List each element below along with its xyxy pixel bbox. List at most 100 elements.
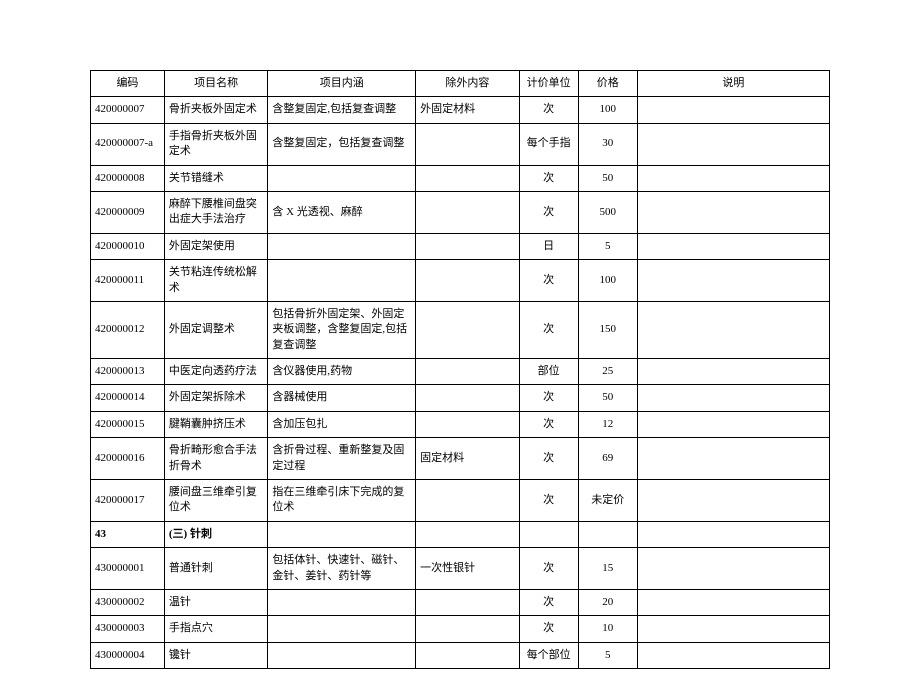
cell-unit: 次 [519, 548, 578, 590]
cell-code: 420000009 [91, 191, 165, 233]
cell-name: 关节错缝术 [164, 165, 267, 191]
cell-content: 含整复固定,包括复查调整 [268, 97, 416, 123]
table-body: 420000007骨折夹板外固定术含整复固定,包括复查调整外固定材料次10042… [91, 97, 830, 669]
table-row: 420000016骨折畸形愈合手法折骨术含折骨过程、重新整复及固定过程固定材料次… [91, 438, 830, 480]
cell-desc [637, 97, 829, 123]
cell-exclude [416, 260, 519, 302]
cell-exclude [416, 411, 519, 437]
cell-code: 420000015 [91, 411, 165, 437]
header-desc: 说明 [637, 71, 829, 97]
cell-content: 含加压包扎 [268, 411, 416, 437]
cell-content [268, 165, 416, 191]
table-row: 420000017腰间盘三维牵引复位术指在三维牵引床下完成的复位术次未定价 [91, 480, 830, 522]
header-price: 价格 [578, 71, 637, 97]
cell-exclude: 固定材料 [416, 438, 519, 480]
cell-name: 腱鞘囊肿挤压术 [164, 411, 267, 437]
cell-unit: 部位 [519, 359, 578, 385]
cell-exclude [416, 589, 519, 615]
header-code: 编码 [91, 71, 165, 97]
table-row: 420000008关节错缝术次50 [91, 165, 830, 191]
table-row: 430000004镵针 每个部位5 [91, 642, 830, 668]
cell-code: 420000014 [91, 385, 165, 411]
cell-code: 430000002 [91, 589, 165, 615]
cell-content: 含仪器使用,药物 [268, 359, 416, 385]
cell-code: 420000013 [91, 359, 165, 385]
cell-desc [637, 521, 829, 547]
table-row: 43(三) 针刺 [91, 521, 830, 547]
cell-name: 麻醉下腰椎间盘突出症大手法治疗 [164, 191, 267, 233]
cell-content: 包括骨折外固定架、外固定夹板调整，含整复固定,包括复查调整 [268, 301, 416, 358]
cell-name: 外固定调整术 [164, 301, 267, 358]
cell-name: 骨折夹板外固定术 [164, 97, 267, 123]
cell-name: 中医定向透药疗法 [164, 359, 267, 385]
table-row: 420000012外固定调整术包括骨折外固定架、外固定夹板调整，含整复固定,包括… [91, 301, 830, 358]
cell-exclude [416, 642, 519, 668]
cell-unit: 次 [519, 165, 578, 191]
cell-desc [637, 233, 829, 259]
header-name: 项目名称 [164, 71, 267, 97]
cell-name: 外固定架使用 [164, 233, 267, 259]
table-row: 430000002温针次20 [91, 589, 830, 615]
cell-name: 镵针 [164, 642, 267, 668]
cell-content [268, 233, 416, 259]
cell-exclude [416, 233, 519, 259]
cell-name: 腰间盘三维牵引复位术 [164, 480, 267, 522]
cell-code: 420000012 [91, 301, 165, 358]
cell-unit: 每个部位 [519, 642, 578, 668]
cell-code: 430000004 [91, 642, 165, 668]
cell-price: 12 [578, 411, 637, 437]
cell-unit: 次 [519, 616, 578, 642]
table-row: 420000007骨折夹板外固定术含整复固定,包括复查调整外固定材料次100 [91, 97, 830, 123]
cell-content [268, 260, 416, 302]
cell-code: 430000001 [91, 548, 165, 590]
cell-exclude [416, 480, 519, 522]
cell-content: 指在三维牵引床下完成的复位术 [268, 480, 416, 522]
cell-name: 普通针刺 [164, 548, 267, 590]
cell-content: 含折骨过程、重新整复及固定过程 [268, 438, 416, 480]
cell-unit: 次 [519, 480, 578, 522]
cell-desc [637, 589, 829, 615]
cell-name: 手指点穴 [164, 616, 267, 642]
cell-exclude [416, 359, 519, 385]
cell-unit: 次 [519, 438, 578, 480]
cell-name: 温针 [164, 589, 267, 615]
cell-content: 含器械使用 [268, 385, 416, 411]
cell-price: 15 [578, 548, 637, 590]
cell-content [268, 616, 416, 642]
cell-code: 420000016 [91, 438, 165, 480]
cell-price: 5 [578, 642, 637, 668]
cell-price: 20 [578, 589, 637, 615]
table-row: 430000003手指点穴 次10 [91, 616, 830, 642]
cell-exclude [416, 165, 519, 191]
cell-exclude: 一次性银针 [416, 548, 519, 590]
table-row: 420000010外固定架使用日5 [91, 233, 830, 259]
cell-desc [637, 301, 829, 358]
cell-price: 10 [578, 616, 637, 642]
cell-name: 外固定架拆除术 [164, 385, 267, 411]
cell-unit: 日 [519, 233, 578, 259]
cell-unit [519, 521, 578, 547]
cell-desc [637, 616, 829, 642]
cell-code: 430000003 [91, 616, 165, 642]
cell-price: 未定价 [578, 480, 637, 522]
cell-name: 关节粘连传统松解术 [164, 260, 267, 302]
cell-exclude [416, 191, 519, 233]
cell-content: 包括体针、快速针、磁针、金针、姜针、药针等 [268, 548, 416, 590]
cell-code: 420000007-a [91, 123, 165, 165]
cell-exclude [416, 123, 519, 165]
price-table: 编码 项目名称 项目内涵 除外内容 计价单位 价格 说明 420000007骨折… [90, 70, 830, 669]
cell-desc [637, 260, 829, 302]
header-exclude: 除外内容 [416, 71, 519, 97]
cell-unit: 次 [519, 191, 578, 233]
cell-desc [637, 642, 829, 668]
cell-unit: 次 [519, 385, 578, 411]
table-row: 420000009麻醉下腰椎间盘突出症大手法治疗含 X 光透视、麻醉次500 [91, 191, 830, 233]
cell-content [268, 589, 416, 615]
cell-content [268, 521, 416, 547]
cell-content: 含整复固定，包括复查调整 [268, 123, 416, 165]
cell-desc [637, 411, 829, 437]
cell-price: 500 [578, 191, 637, 233]
cell-price: 30 [578, 123, 637, 165]
cell-unit: 次 [519, 411, 578, 437]
cell-desc [637, 165, 829, 191]
